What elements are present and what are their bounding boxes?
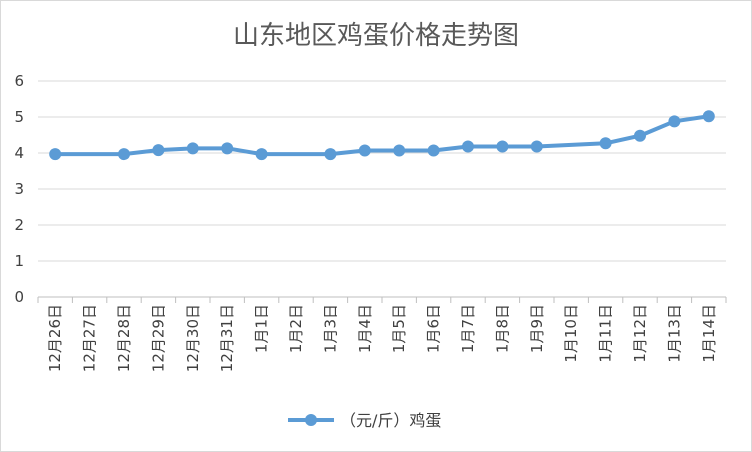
- y-tick-label: 2: [14, 216, 24, 234]
- x-tick-label: 12月28日: [115, 304, 133, 372]
- x-tick-label: 12月29日: [149, 304, 167, 372]
- chart-title: 山东地区鸡蛋价格走势图: [233, 21, 519, 51]
- y-tick-label: 5: [14, 108, 24, 126]
- legend-label: （元/斤）鸡蛋: [340, 411, 441, 430]
- data-point: [358, 144, 371, 157]
- data-point: [118, 148, 130, 161]
- data-point: [324, 148, 337, 161]
- data-point: [462, 140, 474, 153]
- data-point: [152, 144, 165, 157]
- data-point: [221, 142, 234, 155]
- data-point: [496, 140, 509, 153]
- x-tick-label: 12月27日: [81, 304, 99, 372]
- y-tick-label: 6: [14, 72, 24, 90]
- data-point: [702, 110, 715, 123]
- data-point: [186, 142, 199, 155]
- data-point: [255, 148, 268, 161]
- x-tick-label: 1月10日: [562, 304, 580, 363]
- y-tick-label: 0: [14, 288, 24, 306]
- data-point: [668, 115, 681, 128]
- data-point: [599, 137, 612, 150]
- x-axis: [37, 296, 727, 303]
- y-axis-ticks: 0 1 2 3 4 5 6: [14, 72, 24, 306]
- x-axis-ticks: 12月26日 12月27日 12月28日 12月29日 12月30日 12月31日 1月1日…: [46, 304, 718, 372]
- x-tick-label: 1月11日: [597, 304, 615, 363]
- x-tick-label: 1月4日: [356, 304, 374, 353]
- legend-marker-swatch: [305, 414, 317, 426]
- x-tick-label: 12月26日: [46, 304, 64, 372]
- x-tick-label: 1月5日: [390, 304, 408, 353]
- y-tick-label: 3: [14, 180, 24, 198]
- series-layer: [49, 110, 715, 161]
- x-tick-label: 1月9日: [528, 304, 546, 353]
- x-tick-label: 1月3日: [321, 304, 339, 353]
- x-tick-label: 1月7日: [459, 304, 477, 353]
- x-tick-label: 1月2日: [287, 304, 305, 353]
- x-tick-label: 1月13日: [665, 304, 683, 363]
- data-point: [530, 140, 543, 153]
- y-tick-label: 1: [14, 252, 24, 270]
- x-tick-label: 1月6日: [425, 304, 443, 353]
- data-point: [634, 129, 646, 142]
- gridlines: [38, 80, 726, 262]
- x-tick-label: 12月31日: [218, 304, 236, 372]
- x-tick-label: 12月30日: [184, 304, 202, 372]
- legend: （元/斤）鸡蛋: [288, 411, 441, 430]
- y-tick-label: 4: [14, 144, 24, 162]
- x-tick-label: 1月12日: [631, 304, 649, 363]
- data-point: [393, 144, 406, 157]
- x-tick-label: 1月14日: [700, 304, 718, 363]
- data-point: [427, 144, 440, 157]
- x-tick-label: 1月8日: [493, 304, 511, 353]
- data-point: [49, 148, 62, 161]
- x-tick-label: 1月1日: [253, 304, 271, 353]
